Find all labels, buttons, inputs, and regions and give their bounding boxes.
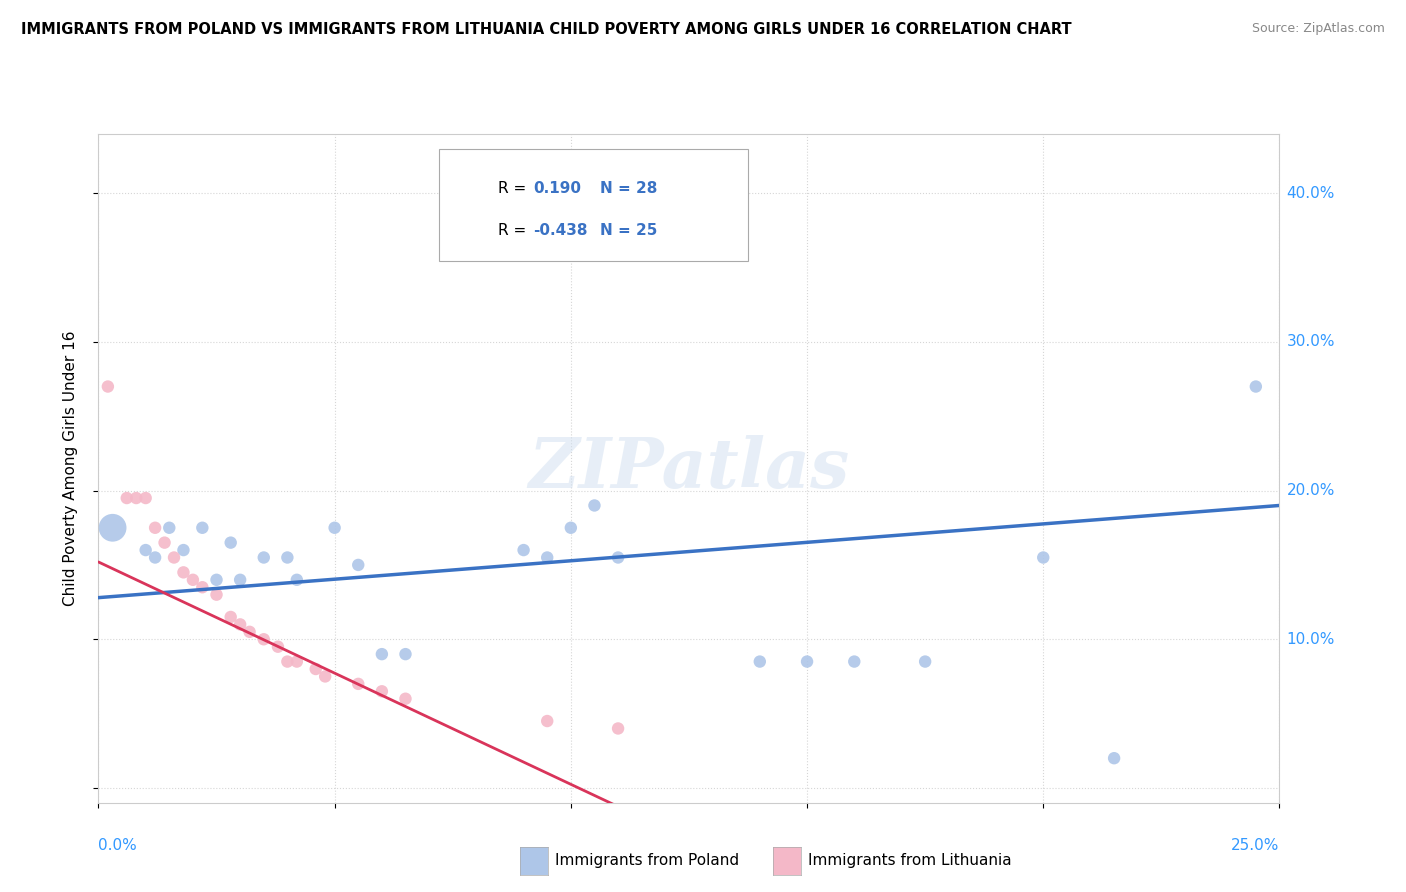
Point	[253, 632, 276, 647]
Text: Immigrants from Poland: Immigrants from Poland	[555, 854, 740, 868]
Point	[347, 677, 370, 691]
Text: 25.0%: 25.0%	[1232, 838, 1279, 854]
Point	[276, 655, 298, 669]
Text: Source: ZipAtlas.com: Source: ZipAtlas.com	[1251, 22, 1385, 36]
Point	[323, 521, 346, 535]
Point	[219, 535, 242, 549]
Point	[276, 550, 298, 565]
Point	[101, 521, 124, 535]
Text: ZIPatlas: ZIPatlas	[529, 434, 849, 502]
Point	[305, 662, 328, 676]
Point	[512, 543, 534, 558]
Point	[536, 714, 558, 728]
Point	[229, 573, 252, 587]
Point	[607, 550, 630, 565]
Point	[1032, 550, 1054, 565]
Text: R =: R =	[498, 223, 531, 238]
Point	[219, 610, 242, 624]
Point	[394, 647, 416, 661]
Point	[371, 647, 394, 661]
Point	[1244, 379, 1267, 393]
Text: 20.0%: 20.0%	[1286, 483, 1334, 498]
Y-axis label: Child Poverty Among Girls Under 16: Child Poverty Among Girls Under 16	[63, 331, 77, 606]
Point	[172, 543, 194, 558]
Point	[314, 669, 336, 683]
Point	[607, 722, 630, 736]
Point	[135, 491, 157, 505]
Point	[153, 535, 176, 549]
Point	[143, 521, 166, 535]
Text: 40.0%: 40.0%	[1286, 186, 1334, 201]
Point	[205, 573, 228, 587]
Text: R =: R =	[498, 181, 531, 196]
Text: -0.438: -0.438	[533, 223, 588, 238]
Text: Immigrants from Lithuania: Immigrants from Lithuania	[808, 854, 1012, 868]
Text: 0.0%: 0.0%	[98, 838, 138, 854]
Point	[163, 550, 186, 565]
Text: IMMIGRANTS FROM POLAND VS IMMIGRANTS FROM LITHUANIA CHILD POVERTY AMONG GIRLS UN: IMMIGRANTS FROM POLAND VS IMMIGRANTS FRO…	[21, 22, 1071, 37]
Point	[143, 550, 166, 565]
Point	[181, 573, 204, 587]
Point	[172, 566, 194, 580]
Text: N = 28: N = 28	[600, 181, 658, 196]
Point	[536, 550, 558, 565]
Text: N = 25: N = 25	[600, 223, 658, 238]
Point	[157, 521, 180, 535]
Point	[560, 521, 582, 535]
Point	[253, 550, 276, 565]
Text: 30.0%: 30.0%	[1286, 334, 1334, 350]
Point	[371, 684, 394, 698]
Point	[914, 655, 936, 669]
Point	[205, 588, 228, 602]
Text: 0.190: 0.190	[533, 181, 581, 196]
Point	[748, 655, 770, 669]
Point	[125, 491, 148, 505]
Point	[191, 521, 214, 535]
Point	[394, 691, 416, 706]
Point	[229, 617, 252, 632]
Text: 10.0%: 10.0%	[1286, 632, 1334, 647]
Point	[285, 573, 308, 587]
Point	[239, 624, 262, 639]
Point	[1102, 751, 1125, 765]
Point	[347, 558, 370, 572]
Point	[796, 655, 818, 669]
Point	[115, 491, 138, 505]
Point	[97, 379, 120, 393]
Point	[267, 640, 290, 654]
Point	[844, 655, 866, 669]
Point	[191, 580, 214, 594]
Point	[285, 655, 308, 669]
Point	[135, 543, 157, 558]
Point	[583, 499, 606, 513]
